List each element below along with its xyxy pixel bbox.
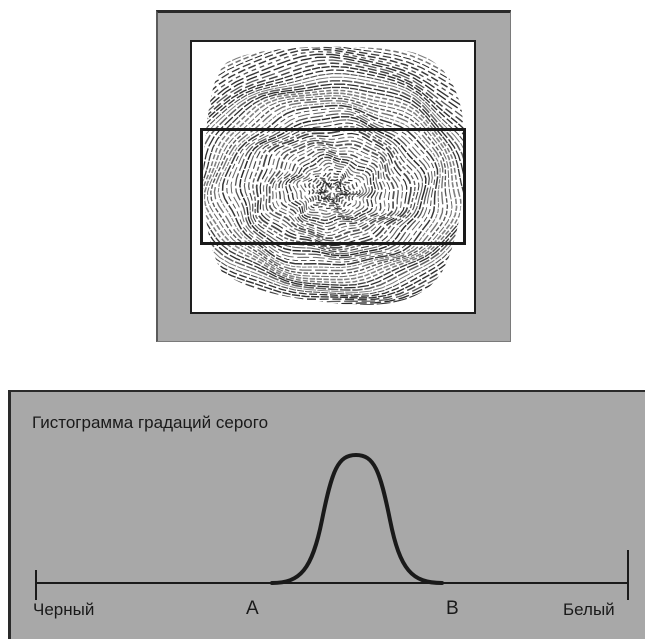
fingerprint-ridge xyxy=(252,125,416,251)
fingerprint-ridge xyxy=(203,73,465,296)
fingerprint-ridge xyxy=(322,183,344,201)
fingerprint-ridge xyxy=(281,151,380,228)
marker-a-label: A xyxy=(246,598,259,619)
fingerprint-ridge xyxy=(221,104,439,266)
fingerprint-ridge xyxy=(262,136,404,244)
fingerprint-ridge xyxy=(226,107,436,263)
fingerprint-ridge xyxy=(203,59,465,303)
fingerprint-image xyxy=(190,40,476,314)
selection-rectangle[interactable] xyxy=(200,128,466,245)
fingerprint-ridge xyxy=(203,69,465,297)
fingerprint-ridge xyxy=(255,129,412,249)
fingerprint-ridge xyxy=(275,146,387,234)
fingerprint-ridge xyxy=(203,65,465,299)
fingerprint-ridge xyxy=(207,95,453,278)
fingerprint-ridge xyxy=(243,119,423,255)
fingerprint-ridge xyxy=(288,156,374,222)
fingerprint-ridge xyxy=(300,165,364,214)
fingerprint-ridge xyxy=(203,76,465,293)
fingerprint-ridge xyxy=(217,102,441,269)
histogram-curve xyxy=(270,452,444,585)
fingerprint-ridge xyxy=(278,148,383,231)
fingerprint-ridge xyxy=(285,153,376,225)
fingerprint-ridge xyxy=(203,53,465,305)
fingerprint-ridge xyxy=(268,141,395,240)
fingerprint-ridge xyxy=(296,162,367,216)
fingerprint-ridge xyxy=(316,178,351,206)
fingerprint-ridge xyxy=(259,132,408,247)
fingerprint-ridge xyxy=(203,62,465,301)
fingerprint-ridge xyxy=(210,97,449,275)
fingerprint-ridge xyxy=(203,83,465,289)
fingerprint-ridge xyxy=(203,86,465,286)
fingerprint-ridge xyxy=(213,99,444,272)
fingerprint-ridge xyxy=(203,56,465,305)
fingerprint-ridge xyxy=(230,110,433,261)
histogram-panel xyxy=(8,390,645,639)
fingerprint-ridge xyxy=(292,159,370,218)
marker-b-label: B xyxy=(446,598,459,619)
fingerprint-ridge xyxy=(203,92,458,281)
white-label: Белый xyxy=(563,600,615,619)
fingerprint-ridge xyxy=(203,80,465,291)
fingerprint-ridge xyxy=(307,172,358,210)
histogram-title: Гистограмма градаций серого xyxy=(32,413,269,432)
black-label: Черный xyxy=(33,600,95,619)
fingerprint-ridge xyxy=(272,144,391,237)
fingerprint-ridge xyxy=(319,181,348,203)
fingerprint-ridge xyxy=(304,169,361,212)
fingerprint-ridge xyxy=(312,175,355,208)
fingerprint-ridge xyxy=(265,139,399,242)
fingerprint-ridge xyxy=(203,89,462,284)
